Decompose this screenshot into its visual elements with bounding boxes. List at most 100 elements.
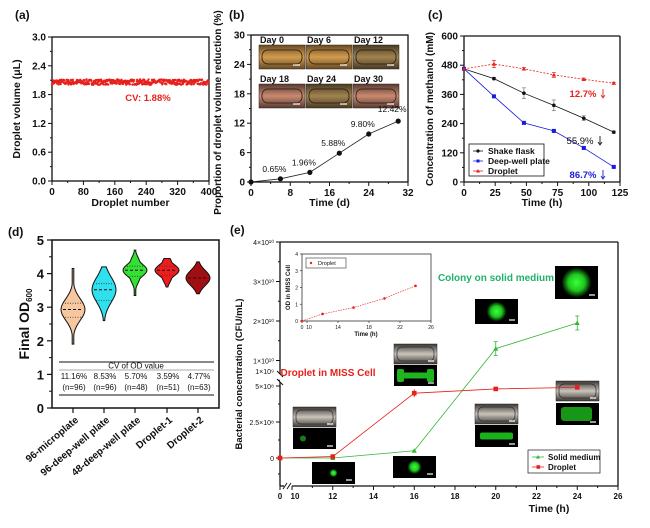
y-axis-label: Bacterial concentration (CFU/mL) <box>234 299 245 450</box>
data-point <box>128 83 131 86</box>
y-axis-label: Final OD600 <box>16 288 34 359</box>
data-point <box>207 80 210 84</box>
x-axis-label: Droplet number <box>91 197 169 209</box>
data-point <box>102 83 106 86</box>
x-tick-label: 125 <box>612 188 629 199</box>
data-point <box>63 79 66 82</box>
data-point <box>115 81 118 85</box>
panel-label: (b) <box>229 8 244 22</box>
inset-x-tick-label: 18 <box>366 325 372 331</box>
y-tick-label: 1.2 <box>32 119 46 130</box>
green-colony <box>561 267 592 298</box>
inset-legend-box <box>305 257 347 269</box>
y-tick-label: 1×10⁹ <box>255 369 274 376</box>
green-signal <box>397 369 404 382</box>
violin <box>60 268 86 345</box>
droplet-outline <box>261 49 303 65</box>
reduction-annotation: 55.9% <box>567 136 594 147</box>
data-point <box>611 164 616 169</box>
panel-label: (a) <box>15 8 30 22</box>
data-point <box>277 176 284 182</box>
x-tick-label: 16 <box>324 188 336 199</box>
inset-x-tick-label: 26 <box>428 325 434 331</box>
data-point <box>411 390 417 396</box>
panel-label: (e) <box>230 223 245 237</box>
inset-data-point <box>300 319 304 323</box>
data-point <box>552 103 556 108</box>
x-tick-label: 24 <box>363 188 375 199</box>
table-title: CV of OD value <box>108 362 164 371</box>
fluorescence-image <box>293 428 336 449</box>
panel-e: (e) 0 2.5×10⁸ 5×10⁸ 1×10⁹ 1×10¹⁰ 2×10¹⁰ 3×10¹⁰ 4… <box>230 223 623 515</box>
data-point <box>395 118 401 124</box>
droplet-outline <box>308 88 350 104</box>
data-point <box>147 78 150 81</box>
green-colony <box>407 460 422 474</box>
x-tick-label: 0 <box>278 492 283 501</box>
data-point <box>611 130 616 134</box>
data-label: 5.88% <box>321 138 346 148</box>
data-point <box>205 83 208 86</box>
cv-annotation: CV: 1.88% <box>125 93 171 104</box>
inset-y-tick-label: 3 <box>295 269 298 275</box>
legend-marker <box>476 149 480 153</box>
colony-annotation: Colony on solid medium <box>438 273 554 284</box>
data-point <box>551 72 557 77</box>
data-point <box>277 455 283 461</box>
legend-label: Deep-well plate <box>488 156 550 166</box>
inset-data-point <box>321 312 324 316</box>
y-tick-label: 5×10⁸ <box>255 384 274 391</box>
data-point <box>521 66 527 71</box>
y-tick-label: 0 <box>239 178 245 189</box>
inset-data-point <box>352 306 355 309</box>
data-point <box>87 82 91 86</box>
reduction-annotation: 12.7% <box>570 89 597 100</box>
plot-frame <box>51 36 210 182</box>
arrow-head <box>597 141 603 146</box>
inset-legend-marker <box>309 261 313 265</box>
legend-marker <box>476 159 480 163</box>
x-tick-label: 160 <box>106 187 123 198</box>
image-day-label: Day 30 <box>354 74 383 84</box>
data-point <box>135 80 138 83</box>
data-label: 1.96% <box>292 157 317 167</box>
legend-box <box>527 449 601 474</box>
image-day-label: Day 18 <box>260 74 289 84</box>
data-label: 12.42% <box>378 104 407 114</box>
data-point <box>336 150 342 156</box>
n-value: (n=48) <box>124 383 148 392</box>
data-point <box>307 169 313 175</box>
green-signal <box>402 372 429 379</box>
legend-label: Droplet <box>548 463 576 472</box>
y-axis-label-sub: 600 <box>25 288 34 302</box>
data-point <box>581 77 587 81</box>
legend-label: Solid medium <box>548 453 600 462</box>
data-point <box>611 81 616 85</box>
data-point <box>165 83 168 86</box>
data-point <box>330 454 336 459</box>
y-axis-label: Droplet volume (μL) <box>11 59 23 158</box>
inset-y-axis-label: OD in MISS Cell <box>286 265 292 310</box>
green-signal <box>480 432 513 440</box>
y-axis-label: Proportion of droplet volume reduction (… <box>213 10 224 214</box>
inset-x-tick-label: 22 <box>397 325 403 331</box>
y-tick-label: 3 <box>37 300 44 315</box>
y-tick-label: 12 <box>234 119 246 130</box>
panel-a: (a) 0.0 0.6 1.2 1.8 2.4 3.0 0 80 160 240 320 400 Drop… <box>11 8 218 209</box>
y-tick-label: 6 <box>239 148 245 159</box>
x-tick-label: 32 <box>402 188 414 199</box>
droplet-outline <box>261 88 303 104</box>
x-tick-label: 10 <box>291 492 300 501</box>
data-point <box>85 78 88 81</box>
data-point <box>461 66 467 71</box>
y-axis-label: Concentration of methanol (mM) <box>425 32 436 186</box>
image-day-label: Day 0 <box>260 35 284 45</box>
y-tick-label: 120 <box>441 148 458 159</box>
y-tick-label: 4 <box>37 267 45 282</box>
data-point <box>83 79 86 82</box>
panel-label: (c) <box>428 8 443 22</box>
legend-label: Droplet <box>488 166 518 176</box>
y-tick-label: 0.0 <box>32 177 46 188</box>
y-axis-label-main: Final OD <box>16 302 32 360</box>
